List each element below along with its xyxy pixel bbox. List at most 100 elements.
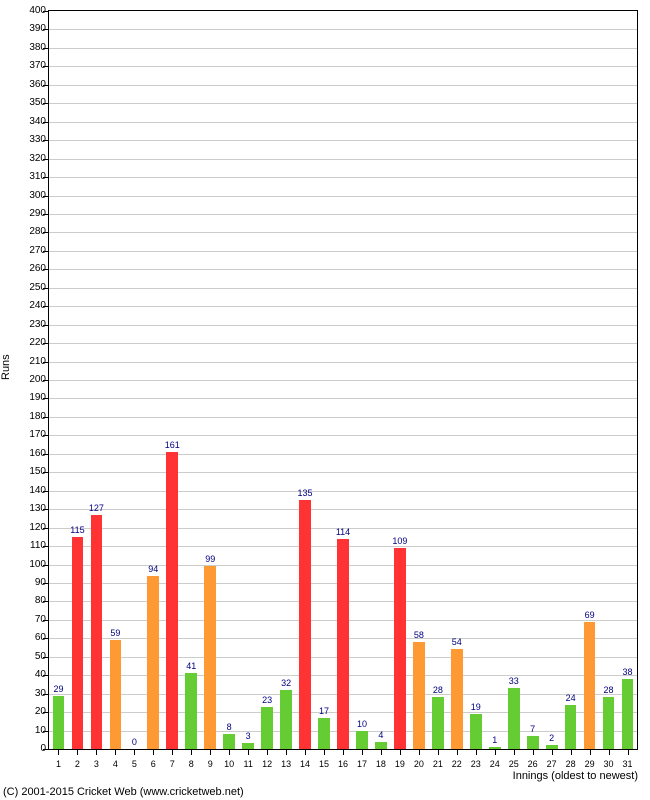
gridline [49,417,637,418]
ytick-label: 250 [6,283,46,293]
xtick-label: 8 [189,759,194,769]
xtick-mark [590,750,591,755]
ytick-mark [43,583,48,584]
bar [565,705,577,749]
xtick-label: 17 [357,759,367,769]
bar-value-label: 109 [392,536,407,546]
ytick-label: 230 [6,320,46,330]
xtick-mark [609,750,610,755]
gridline [49,472,637,473]
bar [337,539,349,749]
xtick-label: 18 [376,759,386,769]
xtick-mark [552,750,553,755]
ytick-mark [43,140,48,141]
bar [432,697,444,749]
ytick-mark [43,417,48,418]
gridline [49,306,637,307]
ytick-mark [43,638,48,639]
bar-value-label: 4 [378,730,383,740]
gridline [49,196,637,197]
bar-value-label: 99 [205,554,215,564]
ytick-label: 390 [6,24,46,34]
bar-value-label: 29 [53,684,63,694]
ytick-mark [43,731,48,732]
xtick-mark [495,750,496,755]
bar-value-label: 161 [165,440,180,450]
bar-value-label: 41 [186,661,196,671]
ytick-label: 320 [6,154,46,164]
bar-value-label: 17 [319,706,329,716]
ytick-mark [43,472,48,473]
ytick-mark [43,177,48,178]
bar-value-label: 23 [262,695,272,705]
xtick-label: 7 [170,759,175,769]
xtick-label: 20 [414,759,424,769]
ytick-mark [43,269,48,270]
ytick-label: 130 [6,504,46,514]
bar-value-label: 8 [227,722,232,732]
bar-value-label: 2 [549,733,554,743]
xtick-label: 24 [490,759,500,769]
ytick-label: 240 [6,301,46,311]
xtick-label: 29 [585,759,595,769]
ytick-mark [43,620,48,621]
xtick-mark [229,750,230,755]
xtick-label: 21 [433,759,443,769]
bar-value-label: 54 [452,637,462,647]
footer-copyright: (C) 2001-2015 Cricket Web (www.cricketwe… [3,786,244,798]
bar-value-label: 0 [132,737,137,747]
ytick-mark [43,85,48,86]
xtick-mark [191,750,192,755]
xtick-label: 14 [300,759,310,769]
gridline [49,509,637,510]
bar [413,642,425,749]
gridline [49,343,637,344]
ytick-mark [43,48,48,49]
xtick-mark [172,750,173,755]
bar-value-label: 1 [492,735,497,745]
ytick-mark [43,546,48,547]
ytick-label: 20 [6,707,46,717]
ytick-label: 300 [6,191,46,201]
xtick-mark [267,750,268,755]
xtick-label: 4 [113,759,118,769]
ytick-mark [43,196,48,197]
bar-value-label: 94 [148,564,158,574]
xtick-label: 13 [281,759,291,769]
bar [394,548,406,749]
ytick-label: 330 [6,135,46,145]
xtick-label: 27 [547,759,557,769]
xtick-mark [324,750,325,755]
bar-value-label: 28 [433,685,443,695]
bar [356,731,368,749]
ytick-label: 150 [6,467,46,477]
gridline [49,48,637,49]
ytick-mark [43,122,48,123]
ytick-mark [43,435,48,436]
ytick-label: 0 [6,744,46,754]
xtick-mark [400,750,401,755]
bar-value-label: 58 [414,630,424,640]
ytick-label: 360 [6,80,46,90]
ytick-mark [43,29,48,30]
gridline [49,269,637,270]
xtick-mark [514,750,515,755]
bar-value-label: 32 [281,678,291,688]
ytick-label: 190 [6,393,46,403]
ytick-mark [43,528,48,529]
xtick-mark [286,750,287,755]
runs-per-innings-chart: 2911512759094161419983233213517114104109… [0,0,650,800]
ytick-mark [43,159,48,160]
xtick-mark [115,750,116,755]
bar [622,679,634,749]
xtick-mark [362,750,363,755]
ytick-label: 120 [6,523,46,533]
bar [204,566,216,749]
gridline [49,122,637,123]
bar [527,736,539,749]
ytick-mark [43,66,48,67]
bar-value-label: 19 [471,702,481,712]
bar [299,500,311,749]
bar-value-label: 135 [298,488,313,498]
ytick-mark [43,288,48,289]
